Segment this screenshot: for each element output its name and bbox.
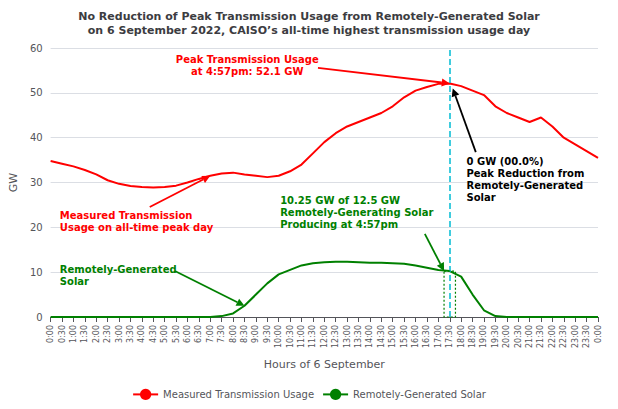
svg-text:23:00: 23:00 [571, 325, 580, 348]
svg-text:20:00: 20:00 [502, 325, 511, 348]
svg-text:3:30: 3:30 [126, 325, 135, 343]
svg-text:No Reduction of Peak Transmiss: No Reduction of Peak Transmission Usage … [78, 10, 540, 23]
svg-text:6:00: 6:00 [183, 325, 192, 343]
svg-text:11:00: 11:00 [297, 325, 306, 348]
svg-text:16:00: 16:00 [411, 325, 420, 348]
svg-text:21:30: 21:30 [536, 325, 545, 348]
svg-text:0: 0 [36, 312, 42, 323]
svg-text:Remotely-Generated: Remotely-Generated [60, 264, 177, 275]
svg-text:0:30: 0:30 [58, 325, 67, 343]
svg-text:0:00: 0:00 [594, 325, 603, 343]
svg-text:1:30: 1:30 [80, 325, 89, 343]
svg-text:11:30: 11:30 [308, 325, 317, 348]
svg-text:Remotely-Generated Solar: Remotely-Generated Solar [353, 389, 487, 400]
svg-text:6:30: 6:30 [194, 325, 203, 343]
svg-text:12:30: 12:30 [331, 325, 340, 348]
svg-text:50: 50 [30, 87, 43, 98]
svg-text:20:30: 20:30 [514, 325, 523, 348]
svg-text:Peak Transmission Usage: Peak Transmission Usage [176, 54, 319, 65]
svg-text:22:30: 22:30 [559, 325, 568, 348]
svg-text:Remotely-Generated: Remotely-Generated [466, 180, 583, 191]
svg-text:18:30: 18:30 [468, 325, 477, 348]
svg-text:1:00: 1:00 [69, 325, 78, 343]
svg-text:15:30: 15:30 [400, 325, 409, 348]
svg-text:60: 60 [30, 43, 43, 54]
svg-text:0 GW (00.0%): 0 GW (00.0%) [466, 156, 543, 167]
svg-text:Measured Transmission Usage: Measured Transmission Usage [163, 389, 314, 400]
svg-text:5:30: 5:30 [172, 325, 181, 343]
svg-text:on 6 September 2022, CAISO’s a: on 6 September 2022, CAISO’s all-time hi… [88, 24, 530, 37]
svg-text:Producing at 4:57pm: Producing at 4:57pm [280, 219, 398, 230]
svg-text:10.25 GW of 12.5 GW: 10.25 GW of 12.5 GW [280, 195, 400, 206]
svg-text:10: 10 [30, 267, 43, 278]
svg-text:9:00: 9:00 [251, 325, 260, 343]
svg-text:19:30: 19:30 [491, 325, 500, 348]
svg-text:19:00: 19:00 [479, 325, 488, 348]
svg-text:23:30: 23:30 [582, 325, 591, 348]
svg-text:Remotely-Generating Solar: Remotely-Generating Solar [280, 207, 433, 218]
svg-text:16:30: 16:30 [422, 325, 431, 348]
svg-text:10:00: 10:00 [274, 325, 283, 348]
svg-text:3:00: 3:00 [115, 325, 124, 343]
svg-text:2:30: 2:30 [103, 325, 112, 343]
svg-text:17:00: 17:00 [434, 325, 443, 348]
svg-text:5:00: 5:00 [160, 325, 169, 343]
svg-text:7:00: 7:00 [206, 325, 215, 343]
svg-text:8:30: 8:30 [240, 325, 249, 343]
svg-text:2:00: 2:00 [92, 325, 101, 343]
svg-text:15:00: 15:00 [388, 325, 397, 348]
svg-text:18:00: 18:00 [457, 325, 466, 348]
svg-text:9:30: 9:30 [263, 325, 272, 343]
svg-text:7:30: 7:30 [217, 325, 226, 343]
svg-text:at 4:57pm: 52.1 GW: at 4:57pm: 52.1 GW [191, 66, 303, 77]
svg-text:13:30: 13:30 [354, 325, 363, 348]
svg-text:4:00: 4:00 [137, 325, 146, 343]
svg-text:Measured Transmission: Measured Transmission [60, 210, 193, 221]
svg-text:8:00: 8:00 [229, 325, 238, 343]
svg-text:4:30: 4:30 [149, 325, 158, 343]
svg-text:30: 30 [30, 177, 43, 188]
svg-text:0:00: 0:00 [46, 325, 55, 343]
svg-text:Solar: Solar [466, 192, 495, 203]
svg-text:40: 40 [30, 132, 43, 143]
svg-text:22:00: 22:00 [548, 325, 557, 348]
svg-text:13:00: 13:00 [343, 325, 352, 348]
svg-text:21:00: 21:00 [525, 325, 534, 348]
svg-text:GW: GW [7, 173, 20, 193]
svg-text:14:00: 14:00 [365, 325, 374, 348]
svg-text:20: 20 [30, 222, 43, 233]
svg-text:10:30: 10:30 [286, 325, 295, 348]
svg-text:12:00: 12:00 [320, 325, 329, 348]
svg-text:Solar: Solar [60, 276, 89, 287]
svg-text:Peak Reduction from: Peak Reduction from [466, 168, 584, 179]
svg-text:14:30: 14:30 [377, 325, 386, 348]
svg-text:17:30: 17:30 [445, 325, 454, 348]
svg-text:Hours of 6 September: Hours of 6 September [264, 358, 386, 371]
svg-text:Usage on all-time peak day: Usage on all-time peak day [60, 222, 214, 233]
